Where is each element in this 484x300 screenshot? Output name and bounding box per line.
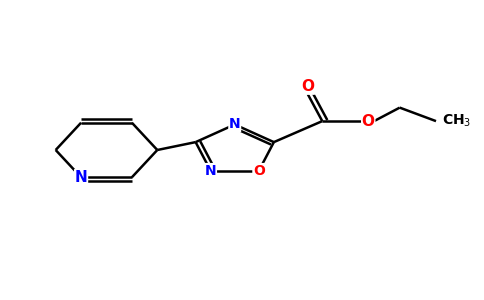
Text: CH$_3$: CH$_3$ xyxy=(442,113,471,129)
Text: N: N xyxy=(229,118,241,131)
Text: O: O xyxy=(362,114,375,129)
Text: N: N xyxy=(75,170,88,185)
Text: O: O xyxy=(253,164,265,178)
Text: N: N xyxy=(205,164,216,178)
Text: O: O xyxy=(301,79,314,94)
